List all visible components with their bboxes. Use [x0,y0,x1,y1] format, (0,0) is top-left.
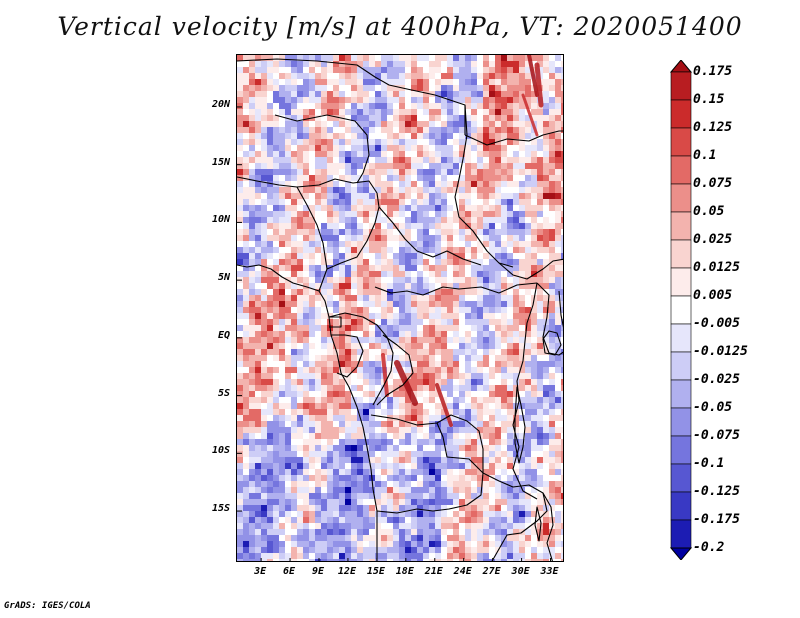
colorbar-label: 0.005 [693,288,733,303]
border-eq-guinea [329,316,342,328]
colorbar-swatch [670,379,692,409]
colorbar-label: -0.05 [693,400,733,415]
colorbar-label: 0.125 [693,120,733,135]
colorbar-swatch [670,127,692,157]
border-mozambique [542,492,554,561]
grads-credit: GrADS: IGES/COLA [4,601,91,611]
colorbar-label: -0.2 [693,540,725,555]
colorbar-swatch [670,323,692,353]
lon-label: 33E [540,566,559,577]
colorbar-label: -0.025 [693,372,740,387]
axis-ticks [237,106,552,561]
colorbar-label: 0.025 [693,232,733,247]
colorbar-swatch [670,435,692,465]
colorbar-label: 0.075 [693,176,733,191]
colorbar-label: 0.1 [693,148,717,163]
colorbar-label: -0.1 [693,456,725,471]
colorbar-swatch [670,211,692,241]
colorbar-label: -0.125 [693,484,740,499]
lon-label: 9E [311,566,325,577]
border-niger-chad [274,114,370,184]
lon-label: 27E [482,566,501,577]
border-car-north [378,206,482,266]
colorbar [670,60,692,560]
colorbar-swatch [670,183,692,213]
lon-label: 30E [511,566,530,577]
colorbar-swatch [670,267,692,297]
map-plot[interactable] [236,54,564,562]
lon-label: 12E [337,566,356,577]
lat-label: 5N [217,272,230,284]
colorbar-swatch [670,351,692,381]
border-chad-sudan [454,104,514,268]
border-gabon [331,334,364,378]
border-sudan-east [464,130,563,146]
lat-label: 15N [211,156,230,168]
lat-label: 20N [211,98,230,110]
colorbar-swatch [670,463,692,493]
colorbar-label: 0.0125 [693,260,740,275]
colorbar-label: -0.075 [693,428,740,443]
lon-label: 21E [424,566,443,577]
colorbar-label: -0.175 [693,512,740,527]
colorbar-swatch [670,71,692,101]
lake-malawi [534,506,542,542]
colorbar-swatch [670,519,692,549]
border-south-sudan [498,258,563,280]
lat-label: EQ [217,329,230,341]
lat-label: 10S [211,445,230,457]
lat-label: 10N [211,214,230,226]
vertical-velocity-map [237,55,563,561]
lon-label: 15E [366,566,385,577]
border-nigeria-north [237,176,378,194]
colorbar-label: 0.175 [693,64,733,79]
lake-tanganyika [514,386,526,464]
colorbar-swatch [670,155,692,185]
colorbar-max-arrow [670,60,692,73]
border-drc-angola-inner [436,414,484,473]
border-uganda-kenya [536,282,563,356]
lon-label: 24E [453,566,472,577]
lat-label: 5S [217,387,230,399]
border-car-south [374,282,538,296]
lat-label: 15S [211,503,230,515]
colorbar-label: -0.005 [693,316,740,331]
border-kenya [558,290,563,328]
country-borders [237,58,563,561]
colorbar-swatch [670,407,692,437]
velocity-field [237,55,563,561]
colorbar-label: -0.0125 [693,344,748,359]
border-nigeria-east [296,186,328,270]
map-title: Vertical velocity [m/s] at 400hPa, VT: 2… [57,12,743,41]
lon-label: 6E [283,566,296,577]
border-cameroon [318,192,380,292]
border-zambia [482,472,548,561]
colorbar-min-arrow [670,547,692,560]
border-congo-drc [376,334,414,406]
colorbar-swatch [670,295,692,325]
colorbar-swatch [670,99,692,129]
colorbar-swatch [670,491,692,521]
lon-label: 3E [254,566,267,577]
colorbar-label: 0.15 [693,92,725,107]
colorbar-label: 0.05 [693,204,725,219]
border-libya-chad [237,58,466,135]
lake-victoria [542,330,562,356]
border-congo [328,312,394,406]
lon-label: 18E [395,566,414,577]
colorbar-swatch [670,239,692,269]
